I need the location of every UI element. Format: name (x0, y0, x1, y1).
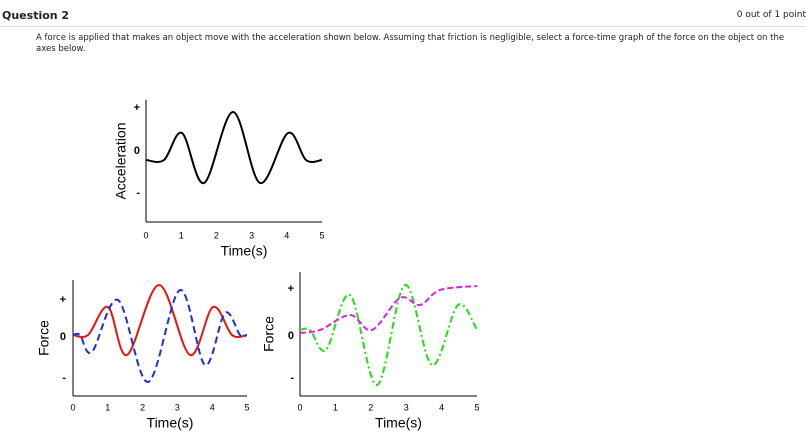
x-tick-label: 3 (175, 402, 180, 412)
force-curve-magenta (299, 285, 478, 334)
x-tick-label: 4 (210, 402, 215, 412)
x-tick-label: 5 (319, 230, 324, 240)
force-curve-blue (72, 288, 248, 383)
question-points: 0 out of 1 point (736, 10, 806, 20)
x-tick-label: 1 (105, 402, 110, 412)
x-axis-label: Time(s) (221, 243, 268, 259)
x-tick-label: 5 (474, 402, 479, 412)
y-tick-label: + (60, 294, 66, 306)
y-axis-label: Force (261, 316, 277, 352)
y-axis-label: Force (36, 320, 52, 356)
x-tick-label: 0 (70, 402, 75, 412)
question-header: Question 2 0 out of 1 point (0, 0, 806, 27)
force-curve-green (299, 283, 478, 387)
x-tick-label: 1 (333, 402, 338, 412)
y-tick-label: 0 (60, 331, 66, 343)
x-axis-label: Time(s) (147, 415, 194, 431)
x-tick-label: 4 (439, 402, 444, 412)
x-tick-label: 3 (404, 402, 409, 412)
x-tick-label: 3 (249, 230, 254, 240)
y-axis-label: Acceleration (113, 122, 129, 199)
x-tick-label: 2 (214, 230, 219, 240)
x-axis-label: Time(s) (375, 415, 422, 431)
y-tick-label: - (136, 187, 140, 199)
x-tick-label: 1 (179, 230, 184, 240)
y-tick-label: - (290, 372, 294, 384)
x-tick-label: 0 (143, 230, 148, 240)
x-tick-label: 0 (297, 402, 302, 412)
y-tick-label: - (62, 372, 66, 384)
question-title: Question 2 (2, 9, 70, 22)
force-curve-red (72, 283, 248, 356)
x-tick-label: 4 (284, 230, 289, 240)
acceleration-curve (145, 110, 323, 184)
y-tick-label: + (134, 102, 140, 114)
x-tick-label: 2 (368, 402, 373, 412)
x-tick-label: 5 (244, 402, 249, 412)
x-tick-label: 2 (140, 402, 145, 412)
y-tick-label: 0 (134, 145, 140, 157)
question-prompt: A force is applied that makes an object … (36, 33, 785, 54)
y-tick-label: + (288, 283, 294, 295)
y-tick-label: 0 (288, 330, 294, 342)
